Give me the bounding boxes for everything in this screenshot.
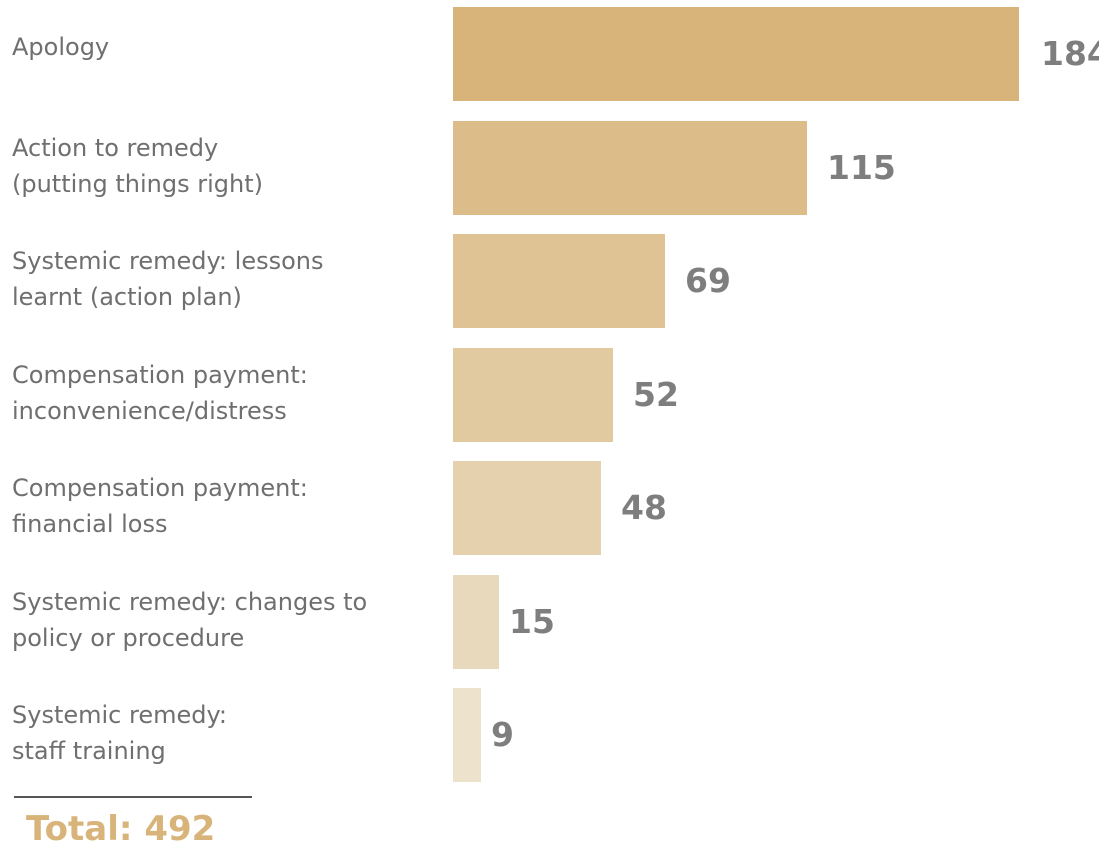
value-label: 15 bbox=[509, 601, 555, 641]
bar bbox=[453, 234, 665, 328]
category-label: Systemic remedy: staff training bbox=[12, 701, 228, 765]
category-label: Systemic remedy: lessons learnt (action … bbox=[12, 247, 324, 311]
value-label: 69 bbox=[685, 261, 731, 300]
category-label: Apology bbox=[12, 33, 110, 61]
category-label: Compensation payment: financial loss bbox=[12, 474, 308, 538]
value-label: 9 bbox=[491, 715, 514, 754]
total-divider bbox=[14, 796, 252, 798]
bar bbox=[453, 461, 601, 555]
bar bbox=[453, 688, 481, 782]
category-label: Systemic remedy: changes to policy or pr… bbox=[12, 587, 368, 652]
category-label: Compensation payment: inconvenience/dist… bbox=[12, 360, 308, 425]
bar bbox=[453, 7, 1019, 101]
total-label: Total: 492 bbox=[26, 809, 216, 849]
value-label: 184 bbox=[1041, 34, 1099, 73]
value-label: 48 bbox=[621, 488, 667, 527]
value-label: 115 bbox=[827, 147, 896, 187]
bar bbox=[453, 574, 499, 669]
category-label: Action to remedy (putting things right) bbox=[12, 133, 263, 198]
value-label: 52 bbox=[633, 374, 679, 414]
bar bbox=[453, 120, 807, 215]
bar bbox=[453, 347, 613, 442]
